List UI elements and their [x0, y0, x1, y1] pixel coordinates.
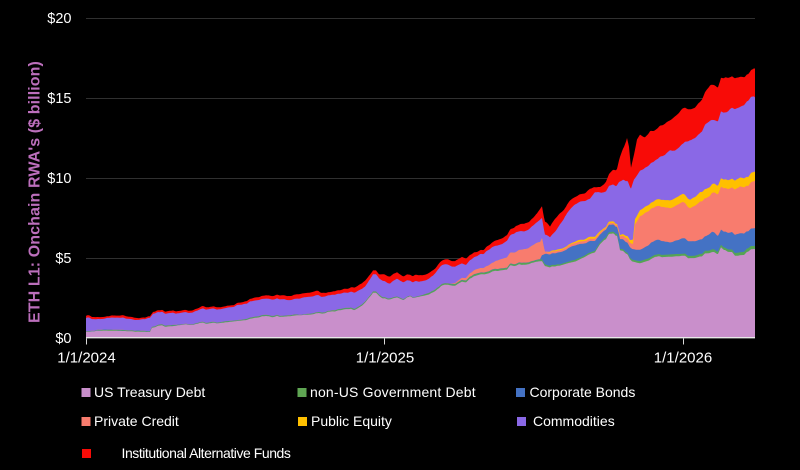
- svg-text:$20: $20: [47, 11, 71, 27]
- svg-text:Public Equity: Public Equity: [311, 413, 392, 429]
- svg-text:Institutional Alternative Fund: Institutional Alternative Funds: [122, 445, 291, 461]
- svg-text:$15: $15: [47, 91, 71, 107]
- svg-text:$10: $10: [47, 171, 71, 187]
- svg-text:non-US Government Debt: non-US Government Debt: [310, 384, 476, 400]
- svg-text:ETH L1: Onchain RWA's ($ billi: ETH L1: Onchain RWA's ($ billion): [27, 61, 44, 323]
- svg-text:1/1/2024: 1/1/2024: [57, 350, 115, 367]
- svg-text:US Treasury Debt: US Treasury Debt: [94, 384, 205, 400]
- svg-text:$0: $0: [55, 331, 71, 347]
- svg-text:Corporate Bonds: Corporate Bonds: [530, 384, 636, 400]
- svg-text:1/1/2026: 1/1/2026: [654, 350, 712, 367]
- svg-text:1/1/2025: 1/1/2025: [356, 350, 414, 367]
- svg-text:Private Credit: Private Credit: [94, 413, 179, 429]
- svg-text:Commodities: Commodities: [533, 413, 615, 429]
- svg-text:$5: $5: [55, 251, 71, 267]
